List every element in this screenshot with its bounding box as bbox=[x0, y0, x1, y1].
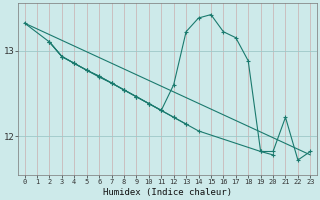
X-axis label: Humidex (Indice chaleur): Humidex (Indice chaleur) bbox=[103, 188, 232, 197]
